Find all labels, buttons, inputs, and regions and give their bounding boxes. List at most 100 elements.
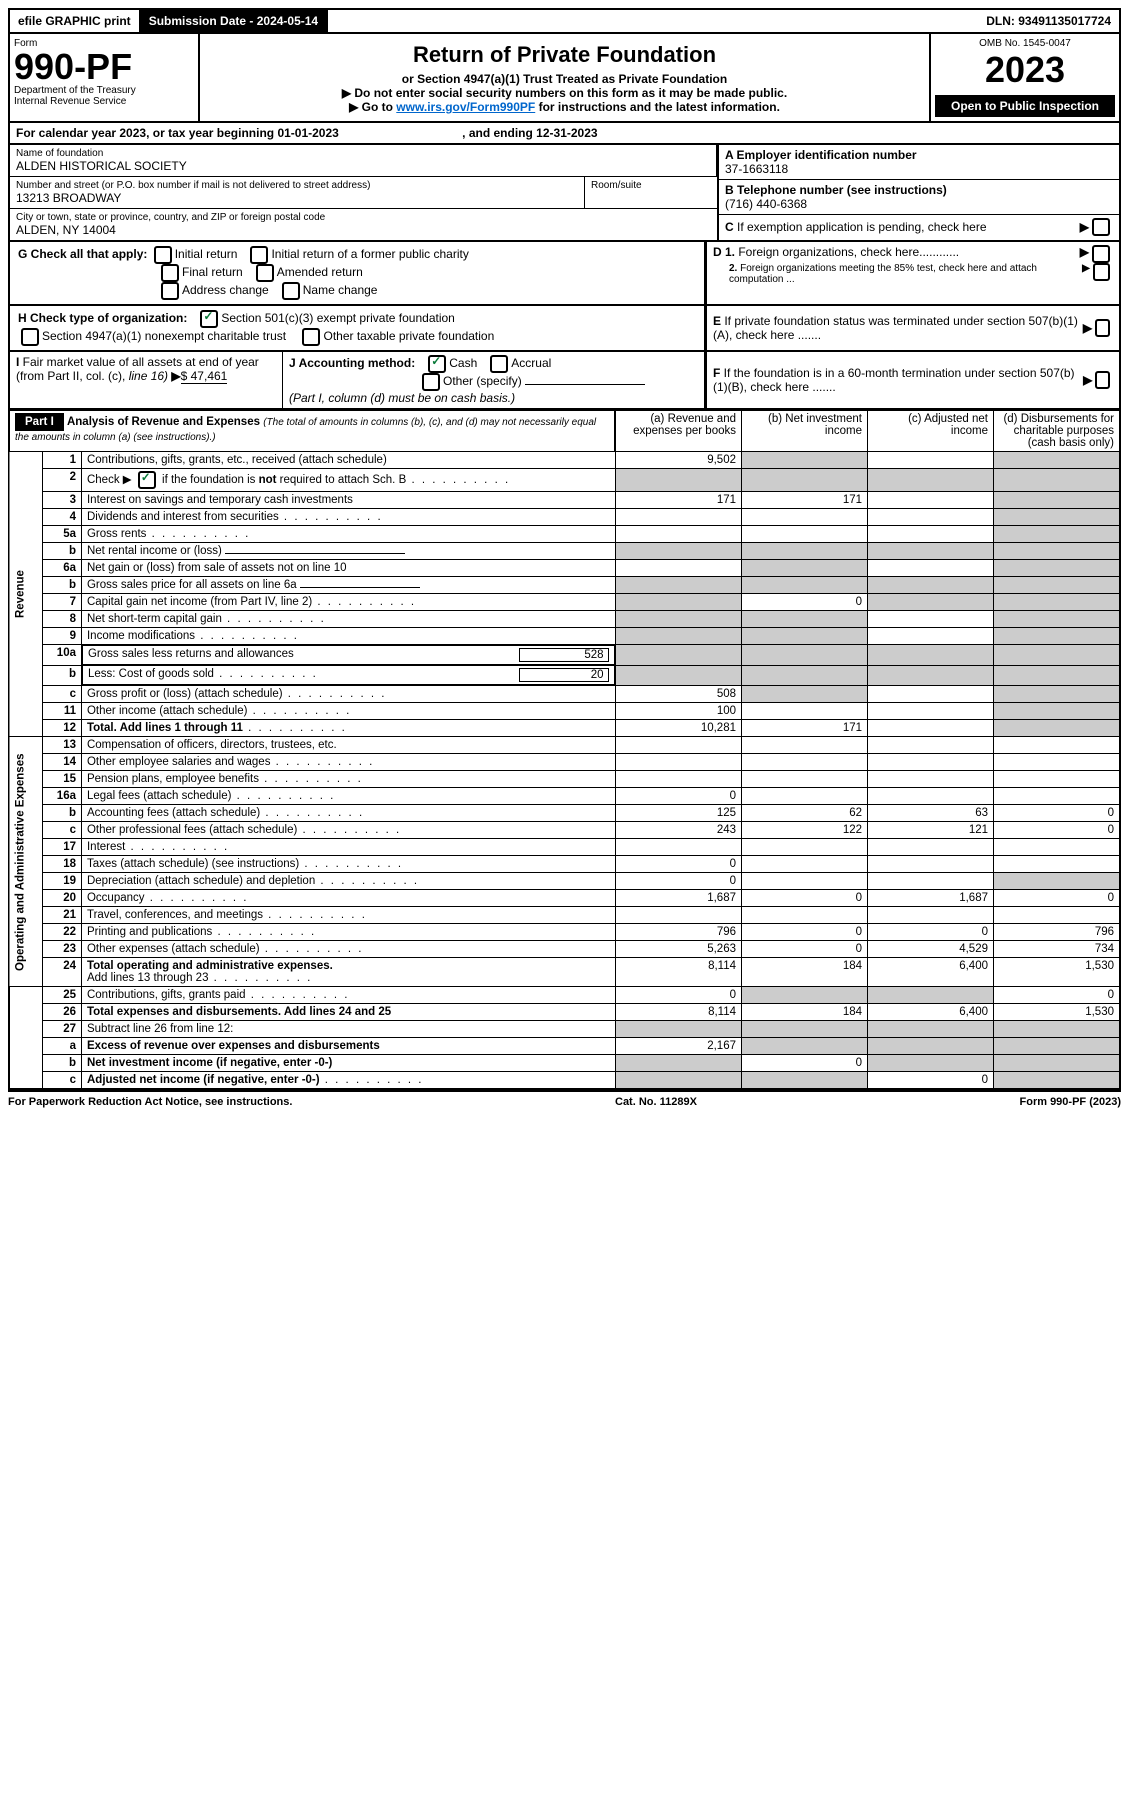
city: ALDEN, NY 14004 xyxy=(16,223,711,237)
form-number: 990-PF xyxy=(14,49,194,85)
irs: Internal Revenue Service xyxy=(14,96,194,107)
revenue-side-label: Revenue xyxy=(9,452,42,737)
table-row: 16aLegal fees (attach schedule)0 xyxy=(9,788,1120,805)
j-label: J Accounting method: xyxy=(289,356,415,370)
table-row: 23Other expenses (attach schedule)5,2630… xyxy=(9,941,1120,958)
g-amended-checkbox[interactable] xyxy=(256,264,274,282)
dln: DLN: 93491135017724 xyxy=(978,10,1119,32)
g-address-checkbox[interactable] xyxy=(161,282,179,300)
f-checkbox[interactable] xyxy=(1095,371,1110,389)
table-row: 22Printing and publications79600796 xyxy=(9,924,1120,941)
foundation-name-label: Name of foundation xyxy=(16,148,710,159)
f-label: F If the foundation is in a 60-month ter… xyxy=(713,366,1083,394)
g-initial-checkbox[interactable] xyxy=(154,246,172,264)
d2-label: 2. Foreign organizations meeting the 85%… xyxy=(729,263,1082,285)
identity-block: Name of foundation ALDEN HISTORICAL SOCI… xyxy=(8,145,1121,242)
h-label: H Check type of organization: xyxy=(18,311,187,325)
table-row: cGross profit or (loss) (attach schedule… xyxy=(9,686,1120,703)
table-row: 11Other income (attach schedule)100 xyxy=(9,703,1120,720)
table-row: 5aGross rents xyxy=(9,526,1120,543)
note-link: ▶ Go to www.irs.gov/Form990PF for instru… xyxy=(204,100,925,114)
table-row: 9Income modifications xyxy=(9,628,1120,645)
table-row: 7Capital gain net income (from Part IV, … xyxy=(9,594,1120,611)
d1-checkbox[interactable] xyxy=(1092,245,1110,263)
table-row: 4Dividends and interest from securities xyxy=(9,509,1120,526)
address: 13213 BROADWAY xyxy=(16,191,578,205)
j-note: (Part I, column (d) must be on cash basi… xyxy=(289,391,515,405)
table-row: 25Contributions, gifts, grants paid00 xyxy=(9,987,1120,1004)
table-row: 24Total operating and administrative exp… xyxy=(9,958,1120,987)
table-row: 17Interest xyxy=(9,839,1120,856)
h-4947-checkbox[interactable] xyxy=(21,328,39,346)
table-row: 18Taxes (attach schedule) (see instructi… xyxy=(9,856,1120,873)
table-row: Revenue 1Contributions, gifts, grants, e… xyxy=(9,452,1120,469)
submission-date: Submission Date - 2024-05-14 xyxy=(141,10,328,32)
g-d-row: G Check all that apply: Initial return I… xyxy=(8,242,1121,306)
page-footer: For Paperwork Reduction Act Notice, see … xyxy=(8,1090,1121,1108)
j-cash-checkbox[interactable] xyxy=(428,355,446,373)
ein: 37-1663118 xyxy=(725,162,1113,176)
d1-label: D 1. Foreign organizations, check here..… xyxy=(713,245,959,263)
table-row: 19Depreciation (attach schedule) and dep… xyxy=(9,873,1120,890)
i-j-f-row: I Fair market value of all assets at end… xyxy=(8,352,1121,410)
h-other-checkbox[interactable] xyxy=(302,328,320,346)
dept: Department of the Treasury xyxy=(14,85,194,96)
footer-left: For Paperwork Reduction Act Notice, see … xyxy=(8,1096,292,1108)
room-suite-label: Room/suite xyxy=(585,177,717,208)
table-row: Operating and Administrative Expenses 13… xyxy=(9,737,1120,754)
h-501c3-checkbox[interactable] xyxy=(200,310,218,328)
table-row: bLess: Cost of goods sold20 xyxy=(9,665,1120,686)
table-row: 8Net short-term capital gain xyxy=(9,611,1120,628)
e-checkbox[interactable] xyxy=(1095,319,1110,337)
col-d-header: (d) Disbursements for charitable purpose… xyxy=(994,411,1121,452)
g-name-checkbox[interactable] xyxy=(282,282,300,300)
g-label: G Check all that apply: xyxy=(18,247,147,261)
footer-mid: Cat. No. 11289X xyxy=(615,1096,697,1108)
table-row: 14Other employee salaries and wages xyxy=(9,754,1120,771)
table-row: 3Interest on savings and temporary cash … xyxy=(9,492,1120,509)
footer-right: Form 990-PF (2023) xyxy=(1020,1096,1122,1108)
i-value: $ 47,461 xyxy=(181,369,228,384)
col-c-header: (c) Adjusted net income xyxy=(868,411,994,452)
table-row: 15Pension plans, employee benefits xyxy=(9,771,1120,788)
table-row: 10aGross sales less returns and allowanc… xyxy=(9,645,1120,666)
form-header: Form 990-PF Department of the Treasury I… xyxy=(8,34,1121,123)
calendar-year-row: For calendar year 2023, or tax year begi… xyxy=(8,123,1121,145)
e-label: E If private foundation status was termi… xyxy=(713,314,1083,342)
expenses-side-label: Operating and Administrative Expenses xyxy=(9,737,42,987)
j-other-checkbox[interactable] xyxy=(422,373,440,391)
table-row: 26Total expenses and disbursements. Add … xyxy=(9,1004,1120,1021)
table-row: 12Total. Add lines 1 through 1110,281171 xyxy=(9,720,1120,737)
g-final-checkbox[interactable] xyxy=(161,264,179,282)
part1-label: Part I xyxy=(15,413,64,431)
table-row: 6aNet gain or (loss) from sale of assets… xyxy=(9,560,1120,577)
g-initial-former-checkbox[interactable] xyxy=(250,246,268,264)
irs-link[interactable]: www.irs.gov/Form990PF xyxy=(396,100,535,114)
part1-title: Analysis of Revenue and Expenses xyxy=(67,416,260,428)
omb: OMB No. 1545-0047 xyxy=(935,38,1115,49)
top-bar: efile GRAPHIC print Submission Date - 20… xyxy=(8,8,1121,34)
table-row: bNet investment income (if negative, ent… xyxy=(9,1055,1120,1072)
c-checkbox[interactable] xyxy=(1092,218,1110,236)
city-label: City or town, state or province, country… xyxy=(16,212,711,223)
table-row: 2 Check ▶ if the foundation is not requi… xyxy=(9,469,1120,492)
d2-checkbox[interactable] xyxy=(1093,263,1110,281)
form-title: Return of Private Foundation xyxy=(204,42,925,68)
table-row: bNet rental income or (loss) xyxy=(9,543,1120,560)
phone-label: B Telephone number (see instructions) xyxy=(725,183,1113,197)
c-label: C If exemption application is pending, c… xyxy=(725,220,987,234)
part1-table: Part I Analysis of Revenue and Expenses … xyxy=(8,410,1121,1090)
phone: (716) 440-6368 xyxy=(725,197,1113,211)
tax-year: 2023 xyxy=(935,49,1115,91)
col-a-header: (a) Revenue and expenses per books xyxy=(615,411,742,452)
open-public: Open to Public Inspection xyxy=(935,95,1115,117)
form-subtitle: or Section 4947(a)(1) Trust Treated as P… xyxy=(204,72,925,86)
table-row: cOther professional fees (attach schedul… xyxy=(9,822,1120,839)
table-row: 20Occupancy1,68701,6870 xyxy=(9,890,1120,907)
efile-print[interactable]: efile GRAPHIC print xyxy=(10,10,141,32)
schb-checkbox[interactable] xyxy=(138,471,156,489)
j-accrual-checkbox[interactable] xyxy=(490,355,508,373)
table-row: 27Subtract line 26 from line 12: xyxy=(9,1021,1120,1038)
foundation-name: ALDEN HISTORICAL SOCIETY xyxy=(16,159,710,173)
table-row: 21Travel, conferences, and meetings xyxy=(9,907,1120,924)
